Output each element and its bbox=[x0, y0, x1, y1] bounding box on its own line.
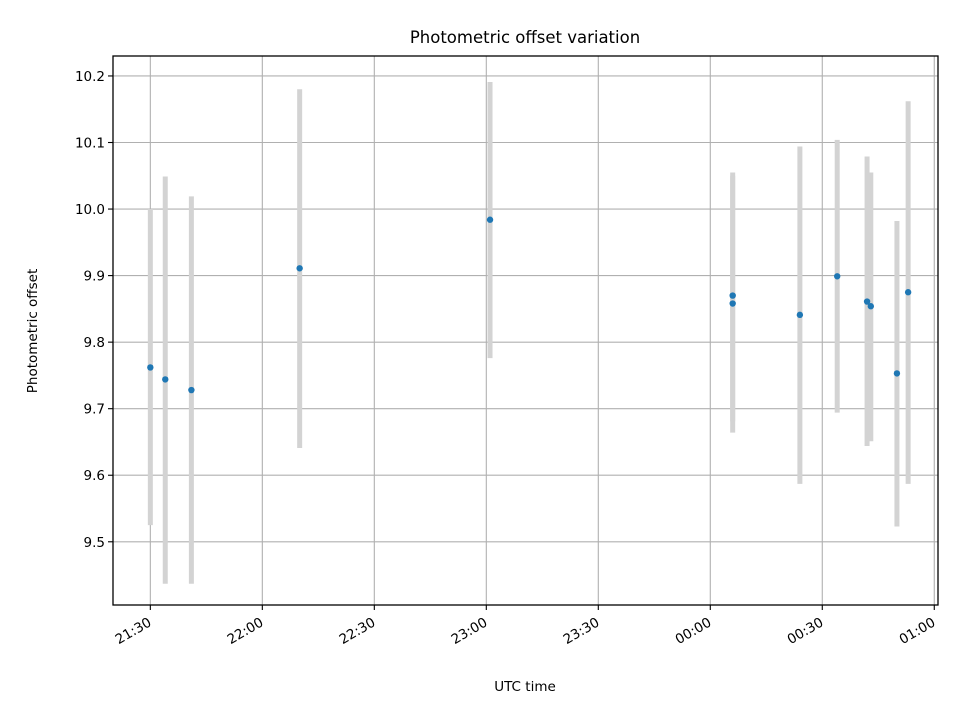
y-axis-label: Photometric offset bbox=[25, 269, 41, 393]
data-points bbox=[147, 216, 912, 394]
plot-area-frame bbox=[112, 55, 939, 606]
y-tick-label: 9.7 bbox=[84, 402, 105, 418]
y-tick-label: 9.6 bbox=[84, 468, 105, 484]
data-point bbox=[729, 292, 736, 299]
y-tick-label: 10.2 bbox=[75, 69, 105, 85]
y-tick-label: 9.8 bbox=[84, 335, 105, 351]
data-point bbox=[796, 311, 804, 319]
data-point bbox=[867, 303, 875, 310]
data-point bbox=[893, 370, 901, 377]
data-point bbox=[296, 265, 303, 272]
y-tick-label: 10.0 bbox=[75, 202, 105, 218]
chart-title: Photometric offset variation bbox=[410, 28, 640, 47]
data-point bbox=[147, 364, 154, 371]
data-point bbox=[486, 216, 494, 223]
y-tick-label: 9.9 bbox=[84, 269, 105, 285]
y-tick-label: 9.5 bbox=[84, 535, 105, 551]
data-point bbox=[162, 376, 169, 383]
x-axis-label: UTC time bbox=[494, 679, 556, 695]
y-tick-label: 10.1 bbox=[75, 136, 105, 152]
data-point bbox=[729, 300, 736, 307]
data-point bbox=[904, 289, 912, 296]
data-point bbox=[863, 298, 871, 305]
data-point bbox=[188, 386, 195, 394]
y-axis-ticks: 9.5 9.6 9.7 9.8 9.9 10.0 10.1 10.2 bbox=[75, 69, 113, 551]
data-point bbox=[834, 273, 841, 280]
